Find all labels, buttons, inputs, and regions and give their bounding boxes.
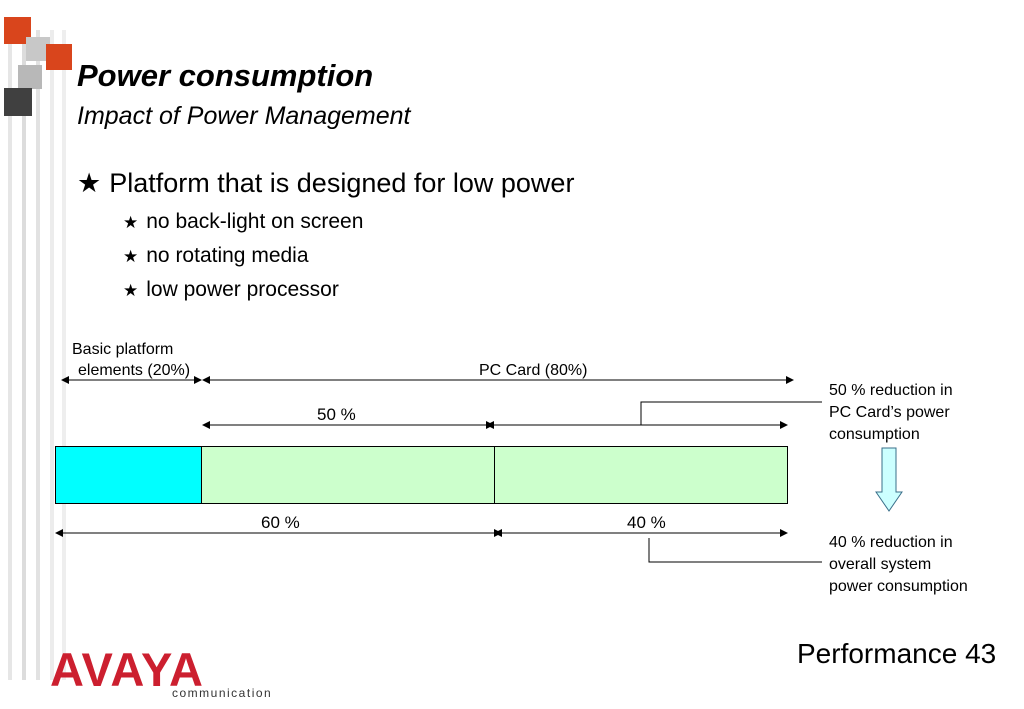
main-bullet: ★ Platform that is designed for low power [77, 166, 574, 200]
page-footer-label: Performance 43 [797, 638, 997, 669]
label-basic-platform-line2: elements (20%) [78, 362, 191, 379]
callout-line-top [640, 401, 822, 425]
note-line: consumption [829, 426, 920, 443]
avaya-logo-tagline: communication [172, 686, 273, 700]
sub-bullet: ★ no back-light on screen [123, 209, 363, 236]
label-pc-card: PC Card (80%) [479, 362, 588, 379]
label-basic-platform-line1: Basic platform [72, 341, 174, 358]
star-icon: ★ [123, 247, 139, 266]
note-line: power consumption [829, 578, 968, 595]
bar-segment-pc-card-reduced [201, 446, 495, 504]
sub-bullet-text: no back-light on screen [146, 210, 364, 233]
label-fifty-percent: 50 % [317, 405, 356, 424]
label-sixty-percent: 60 % [261, 513, 300, 532]
star-icon: ★ [123, 281, 139, 300]
sub-bullet-text: low power processor [146, 278, 339, 301]
note-line: 50 % reduction in [829, 382, 953, 399]
bar-segment-basic-platform [55, 446, 202, 504]
slide-title: Power consumption [77, 58, 374, 93]
note-pc-card-reduction: 50 % reduction in PC Card’s power consum… [829, 380, 1019, 446]
avaya-logo: AVAYA [50, 643, 204, 696]
main-bullet-text: Platform that is designed for low power [109, 168, 575, 198]
star-icon: ★ [77, 168, 102, 198]
sub-bullet-text: no rotating media [146, 244, 309, 267]
slide-subtitle: Impact of Power Management [77, 102, 411, 130]
bar-segment-pc-card-saved [494, 446, 788, 504]
star-icon: ★ [123, 213, 139, 232]
sub-bullet: ★ low power processor [123, 277, 339, 304]
down-arrow-icon [875, 447, 903, 512]
note-line: PC Card’s power [829, 404, 950, 421]
label-forty-percent: 40 % [627, 513, 666, 532]
note-line: overall system [829, 556, 932, 573]
note-line: 40 % reduction in [829, 534, 953, 551]
note-system-reduction: 40 % reduction in overall system power c… [829, 532, 1019, 598]
callout-line-bottom [648, 538, 822, 563]
sub-bullet: ★ no rotating media [123, 243, 309, 270]
